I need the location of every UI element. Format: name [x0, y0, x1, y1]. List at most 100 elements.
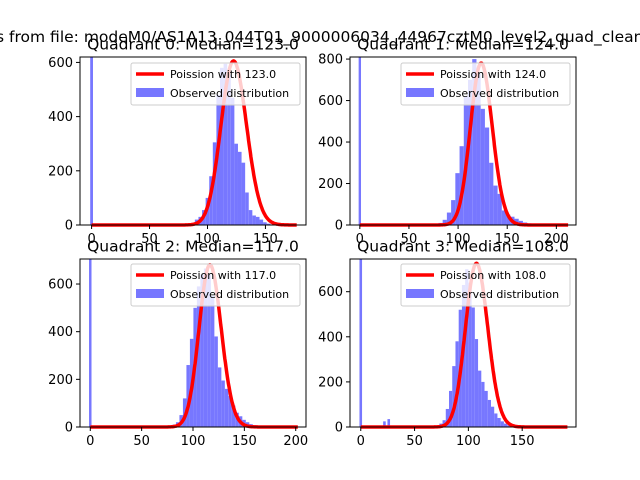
- x-tick-label: 50: [401, 232, 418, 247]
- axes-frame: [349, 258, 577, 428]
- x-tick-label: 150: [253, 232, 278, 247]
- histogram-bar: [480, 108, 485, 225]
- histogram-spike: [90, 57, 93, 225]
- histogram-bar: [237, 151, 242, 225]
- x-tick-label: 0: [86, 434, 94, 449]
- legend-observed-swatch: [406, 289, 434, 298]
- histogram-bar: [212, 142, 217, 225]
- x-tick-label: 200: [544, 232, 569, 247]
- quadrant-1-legend: Poission with 124.0 Observed distributio…: [400, 62, 571, 106]
- quadrant-2-title: Quadrant 2: Median=117.0: [87, 238, 299, 256]
- y-tick-label: 0: [65, 219, 73, 234]
- y-tick-label: 400: [48, 325, 73, 340]
- x-tick-label: 150: [510, 434, 535, 449]
- histogram-bar: [494, 413, 498, 427]
- y-tick-label: 200: [318, 375, 343, 390]
- histogram-bar: [445, 408, 450, 427]
- histogram-bar: [228, 396, 232, 427]
- quadrant-2-legend: Poission with 117.0 Observed distributio…: [130, 263, 301, 307]
- y-tick-label: 0: [335, 219, 343, 234]
- legend-observed-swatch: [406, 88, 434, 97]
- histogram-bar: [468, 79, 473, 225]
- x-tick-label: 150: [495, 232, 520, 247]
- quadrant-1-title: Quadrant 1: Median=124.0: [357, 36, 569, 54]
- histogram-bar: [465, 269, 469, 427]
- histogram-bar: [478, 370, 482, 427]
- quadrant-2-panel: Quadrant 2: Median=117.0 0 50 100 150 200 0 20…: [48, 238, 308, 450]
- histogram-bar: [489, 162, 494, 225]
- legend-observed-label: Observed distribution: [170, 288, 289, 301]
- histogram-bar: [186, 365, 190, 427]
- histogram-bar: [217, 367, 222, 427]
- histogram-bar: [503, 423, 508, 427]
- quadrant-0-panel: Quadrant 0: Median=123.0 0 50 100 150 0 200 40…: [48, 36, 307, 247]
- histogram-bar: [214, 336, 218, 427]
- x-tick-label: 50: [133, 434, 150, 449]
- legend-observed-swatch: [136, 289, 164, 298]
- histogram-spike: [89, 259, 92, 427]
- histogram-spike: [387, 419, 391, 427]
- legend-observed-label: Observed distribution: [170, 87, 289, 100]
- histogram-bar: [476, 73, 481, 225]
- histogram-bar: [266, 223, 271, 225]
- histogram-spike: [359, 259, 363, 427]
- quadrant-3-title: Quadrant 3: Median=108.0: [357, 238, 569, 256]
- quadrant-3-panel: Quadrant 3: Median=108.0 0 50 100 150 0 200 40…: [318, 238, 577, 449]
- quadrant-0-title: Quadrant 0: Median=123.0: [87, 36, 299, 54]
- histogram-bar: [487, 399, 491, 427]
- y-tick-label: 400: [318, 136, 343, 151]
- histogram-bar: [490, 406, 495, 427]
- legend-observed-label: Observed distribution: [440, 87, 559, 100]
- y-tick-label: 800: [318, 53, 343, 68]
- axes-frame: [349, 56, 577, 226]
- y-tick-label: 400: [48, 110, 73, 125]
- histogram-bar: [230, 97, 235, 225]
- x-tick-label: 0: [356, 232, 364, 247]
- y-tick-label: 0: [335, 421, 343, 436]
- x-tick-label: 50: [141, 232, 158, 247]
- histogram-bar: [209, 176, 213, 225]
- histogram-bar: [449, 390, 453, 427]
- suptitle: Plots from file: modeM0/AS1A13_044T01_90…: [0, 28, 640, 47]
- histogram-bar: [223, 63, 228, 225]
- x-tick-label: 100: [181, 434, 206, 449]
- histogram-bar: [263, 222, 267, 225]
- histogram-bar: [241, 162, 246, 225]
- x-tick-label: 0: [357, 434, 365, 449]
- histogram-bar: [474, 339, 479, 427]
- histogram-bar: [203, 268, 208, 427]
- histogram-bar: [452, 366, 456, 427]
- y-tick-label: 200: [48, 373, 73, 388]
- legend-observed-label: Observed distribution: [440, 288, 559, 301]
- histogram-bar: [259, 219, 264, 225]
- quadrant-3-plot: 0 50 100 150 0 200 400 600: [318, 258, 577, 449]
- histogram-bar: [234, 143, 238, 225]
- quadrant-1-plot: 0 50 100 150 200 0 200 400 600 800: [318, 53, 577, 247]
- histogram-bar: [471, 307, 475, 427]
- histogram-spike: [383, 421, 386, 427]
- histogram-bar: [481, 381, 485, 427]
- x-tick-label: 0: [87, 232, 95, 247]
- histogram-bar: [221, 380, 225, 427]
- histogram-bar: [472, 59, 477, 226]
- histogram-bar: [442, 219, 447, 225]
- y-tick-label: 600: [48, 278, 73, 293]
- histogram-bar: [484, 390, 488, 427]
- quadrant-0-plot: 0 50 100 150 0 200 400 600: [48, 56, 307, 247]
- legend-poisson-label: Poission with 123.0: [170, 68, 276, 81]
- y-tick-label: 0: [65, 421, 73, 436]
- y-tick-label: 400: [318, 330, 343, 345]
- histogram-bar: [455, 173, 460, 225]
- y-tick-label: 600: [48, 56, 73, 71]
- histogram-bar: [224, 388, 229, 427]
- x-tick-label: 200: [283, 434, 308, 449]
- histogram-bar: [255, 216, 260, 225]
- histogram-bar: [484, 127, 490, 225]
- histogram-bar: [497, 417, 501, 427]
- histogram-bar: [220, 67, 224, 225]
- histogram-bar: [200, 274, 204, 427]
- legend-poisson-label: Poission with 117.0: [170, 269, 276, 282]
- histogram-bar: [245, 192, 249, 225]
- y-tick-label: 200: [318, 177, 343, 192]
